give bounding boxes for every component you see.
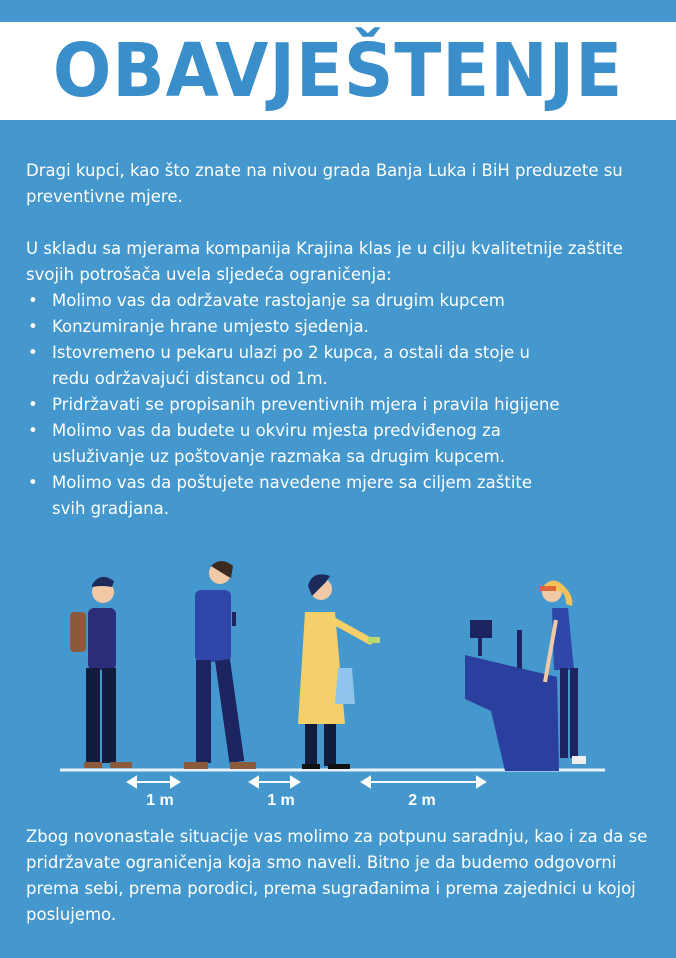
- distance-label-1: 1 m: [146, 792, 174, 809]
- rule-item: Istovremeno u pekaru ulazi po 2 kupca, a…: [26, 340, 542, 392]
- distance-arrow-2: [248, 775, 301, 789]
- cashier-figure: [540, 580, 586, 764]
- rule-item: Molimo vas da budete u okviru mjesta pre…: [26, 418, 592, 470]
- customer-figure-3: [298, 574, 380, 769]
- distance-arrow-1: [126, 775, 181, 789]
- rules-lead: U skladu sa mjerama kompanija Krajina kl…: [26, 239, 623, 284]
- rule-item: Molimo vas da održavate rastojanje sa dr…: [26, 288, 552, 314]
- closing-paragraph: Zbog novonastale situacije vas molimo za…: [26, 827, 648, 924]
- title-band: [0, 22, 676, 120]
- rules-list: Molimo vas da održavate rastojanje sa dr…: [26, 288, 656, 522]
- rule-item: Molimo vas da poštujete navedene mjere s…: [26, 470, 542, 522]
- rule-item: Pridržavati se propisanih preventivnih m…: [26, 392, 672, 418]
- page-title: OBAVJEŠTENJE: [52, 28, 624, 114]
- distance-arrow-3: [360, 775, 487, 789]
- rules-section: U skladu sa mjerama kompanija Krajina kl…: [26, 236, 656, 522]
- distance-label-2: 1 m: [267, 792, 295, 809]
- checkout-counter: [465, 620, 559, 771]
- customer-figure-1: [70, 576, 132, 768]
- distance-label-3: 2 m: [408, 792, 436, 809]
- customer-figure-2: [184, 561, 256, 769]
- intro-paragraph: Dragi kupci, kao što znate na nivou grad…: [26, 161, 623, 206]
- rule-item: Konzumiranje hrane umjesto sjedenja.: [26, 314, 656, 340]
